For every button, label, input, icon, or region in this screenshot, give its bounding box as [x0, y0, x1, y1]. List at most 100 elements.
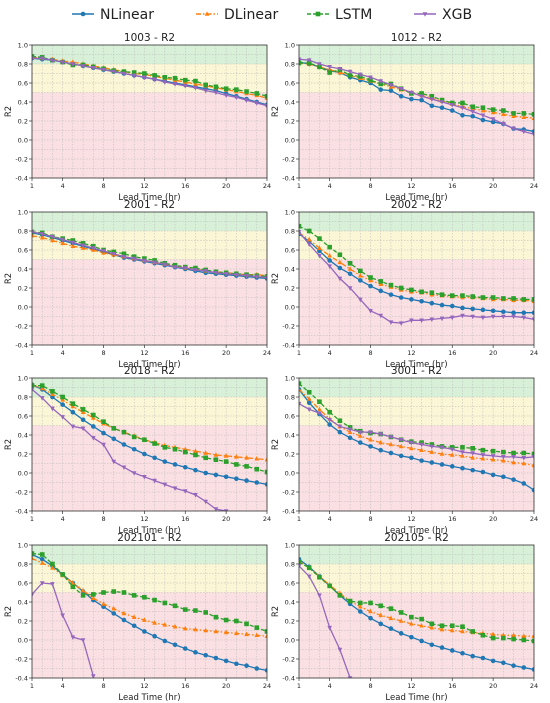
legend-entry-dlinear: DLinear	[196, 7, 279, 23]
x-tick-label: 24	[530, 682, 538, 690]
y-tick-label: -0.4	[282, 341, 295, 349]
data-point	[439, 623, 445, 629]
data-point	[358, 600, 363, 606]
data-point	[121, 610, 127, 616]
data-point	[223, 93, 229, 99]
series-line	[32, 56, 267, 99]
data-point	[490, 117, 496, 122]
data-point	[388, 282, 394, 288]
legend-entry-nlinear: NLinear	[72, 7, 154, 23]
data-point	[172, 446, 178, 452]
data-point	[111, 589, 117, 594]
data-point	[32, 555, 35, 561]
data-point	[193, 626, 198, 632]
x-axis-label: Lead Time (hr)	[118, 193, 180, 203]
data-point	[162, 600, 168, 606]
data-point	[460, 100, 465, 106]
data-point	[50, 234, 55, 240]
data-point	[131, 614, 137, 619]
x-axis-label: Lead Time (hr)	[385, 693, 447, 703]
data-point	[358, 272, 363, 278]
data-point	[162, 622, 168, 627]
data-point	[193, 493, 198, 498]
x-axis-label: Lead Time (hr)	[385, 360, 447, 370]
data-point	[264, 456, 267, 462]
data-point	[521, 297, 527, 302]
y-tick-label: -0.4	[282, 674, 295, 682]
data-point	[223, 459, 229, 464]
x-tick-label: 20	[489, 682, 497, 690]
x-tick-label: 16	[448, 515, 456, 523]
plot-frame	[31, 211, 268, 346]
data-point	[299, 559, 302, 565]
grid	[31, 211, 268, 346]
y-tick-label: 0.6	[285, 412, 295, 420]
data-point	[193, 265, 198, 271]
data-point	[172, 642, 178, 648]
data-point	[490, 635, 496, 641]
data-point	[490, 119, 496, 125]
y-tick-label: -0.4	[15, 341, 28, 349]
series-line	[32, 231, 267, 279]
data-point	[131, 434, 137, 440]
x-tick-label: 20	[489, 182, 497, 190]
data-point	[193, 81, 198, 86]
data-point	[347, 69, 353, 75]
y-tick-label: 1.0	[18, 41, 28, 49]
data-point	[358, 609, 363, 614]
data-point	[121, 254, 127, 260]
y-tick-label: 0.2	[285, 117, 295, 125]
series-xgb	[32, 387, 229, 511]
data-point	[419, 638, 424, 644]
data-point	[91, 595, 96, 600]
data-point	[358, 297, 363, 303]
data-point	[101, 601, 106, 606]
data-point	[131, 623, 137, 629]
background-band-2	[299, 564, 534, 593]
data-point	[39, 56, 45, 62]
data-point	[50, 565, 55, 570]
x-tick-label: 4	[61, 349, 65, 357]
y-axis-label: R2	[4, 106, 14, 117]
data-point	[203, 82, 208, 88]
data-point	[121, 465, 127, 471]
data-point	[213, 271, 219, 276]
legend-marker	[422, 12, 428, 17]
chart-panel-3: 1 4 8 12 16 20 24 -0.4 -0.2 0.0 0.2 0.4 0.6 0.8 1.0 200…	[4, 199, 271, 370]
data-point	[50, 561, 55, 567]
x-axis-label: Lead Time (hr)	[118, 693, 180, 703]
data-point	[80, 409, 86, 414]
data-point	[521, 460, 527, 466]
data-point	[254, 480, 260, 485]
legend-marker	[204, 11, 210, 16]
data-point	[203, 450, 208, 455]
x-tick-label: 8	[368, 182, 372, 190]
background-band-3	[299, 92, 534, 178]
chart-title: 202105 - R2	[384, 532, 449, 544]
data-point	[501, 309, 506, 315]
data-point	[152, 258, 157, 263]
data-point	[91, 424, 96, 429]
data-point	[317, 253, 322, 259]
x-tick-label: 1	[30, 515, 34, 523]
data-point	[32, 551, 35, 556]
data-point	[378, 87, 384, 92]
background-band-3	[32, 259, 267, 345]
data-point	[80, 64, 86, 69]
data-point	[460, 453, 465, 458]
data-point	[299, 381, 302, 386]
background-band-2	[299, 397, 534, 426]
data-point	[439, 105, 445, 110]
data-point	[182, 449, 188, 455]
data-point	[470, 467, 475, 473]
data-point	[193, 268, 198, 273]
x-tick-label: 24	[263, 682, 271, 690]
data-point	[470, 451, 475, 456]
y-tick-label: 0.0	[285, 303, 295, 311]
data-point	[131, 256, 137, 262]
data-point	[409, 455, 414, 461]
data-point	[213, 84, 219, 90]
y-tick-label: 0.6	[18, 579, 28, 587]
data-point	[501, 449, 506, 455]
data-point	[337, 593, 343, 598]
